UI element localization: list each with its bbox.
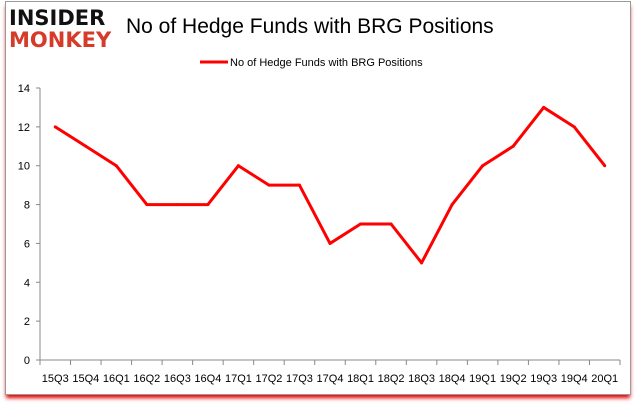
x-tick-label: 15Q4 [72, 373, 99, 385]
data-point [175, 203, 179, 207]
data-point [206, 203, 210, 207]
series-line [54, 105, 606, 265]
y-tick-label: 2 [24, 316, 30, 328]
x-tick-label: 19Q3 [530, 373, 557, 385]
y-tick-label: 4 [24, 277, 30, 289]
data-point [53, 125, 57, 129]
x-tick-label: 18Q4 [439, 373, 466, 385]
data-point [236, 164, 240, 168]
x-tick-label: 18Q1 [347, 373, 374, 385]
chart-frame [5, 1, 631, 395]
logo-line2: MONKEY [9, 28, 112, 52]
legend: No of Hedge Funds with BRG Positions [200, 57, 423, 69]
data-point [389, 222, 393, 226]
data-point [420, 261, 424, 265]
logo-line1: INSIDER [9, 6, 105, 30]
data-point [114, 164, 118, 168]
x-tick-label: 16Q4 [194, 373, 221, 385]
x-tick-label: 19Q1 [469, 373, 496, 385]
data-point [328, 241, 332, 245]
y-tick-label: 0 [24, 355, 30, 367]
y-tick-label: 12 [18, 122, 30, 134]
data-point [450, 203, 454, 207]
x-tick-label: 19Q2 [500, 373, 527, 385]
x-tick-label: 18Q3 [408, 373, 435, 385]
data-point [603, 164, 607, 168]
chart-title: No of Hedge Funds with BRG Positions [126, 15, 494, 38]
y-tick-label: 8 [24, 200, 30, 212]
x-tick-label: 19Q4 [561, 373, 588, 385]
data-point [267, 183, 271, 187]
x-tick-label: 17Q3 [286, 373, 313, 385]
x-tick-label: 18Q2 [378, 373, 405, 385]
y-tick-label: 10 [18, 161, 30, 173]
data-point [542, 105, 546, 109]
data-point [511, 144, 515, 148]
legend-label: No of Hedge Funds with BRG Positions [230, 57, 423, 69]
data-point [481, 164, 485, 168]
data-point [572, 125, 576, 129]
y-tick-label: 14 [18, 83, 30, 95]
x-tick-label: 17Q1 [225, 373, 252, 385]
x-tick-label: 20Q1 [591, 373, 618, 385]
data-point [297, 183, 301, 187]
y-tick-label: 6 [24, 238, 30, 250]
insider-monkey-logo: INSIDER MONKEY [9, 6, 112, 52]
data-point [359, 222, 363, 226]
x-tick-label: 16Q1 [103, 373, 130, 385]
x-tick-label: 16Q2 [133, 373, 160, 385]
data-point [145, 203, 149, 207]
data-point [84, 144, 88, 148]
x-tick-label: 17Q2 [255, 373, 282, 385]
x-tick-label: 15Q3 [42, 373, 69, 385]
x-tick-label: 17Q4 [317, 373, 344, 385]
x-tick-label: 16Q3 [164, 373, 191, 385]
